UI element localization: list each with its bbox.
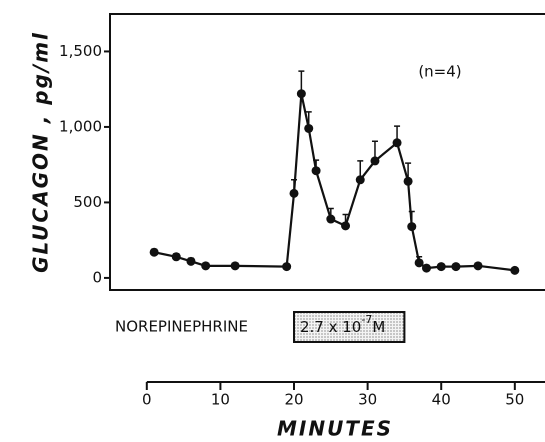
dose: 2.7 x 10 — [300, 318, 361, 336]
unit: M — [372, 318, 385, 336]
x-tick-label: 50 — [505, 391, 524, 409]
y-tick-label: 0 — [92, 268, 102, 286]
data-point — [403, 176, 413, 186]
infusion-box — [293, 311, 406, 343]
x-tick-label: 40 — [432, 391, 451, 409]
data-point — [149, 247, 159, 257]
data-point — [392, 138, 402, 148]
data-point — [436, 262, 446, 272]
data-point — [201, 261, 211, 271]
data-point — [230, 261, 240, 271]
infusion-dose: 2.7 x 10-7M — [300, 313, 385, 336]
data-point — [370, 156, 380, 166]
data-point — [171, 252, 181, 262]
x-axis-label: MINUTES — [277, 417, 393, 441]
data-point — [451, 262, 461, 272]
data-line — [153, 93, 515, 272]
y-tick-label: 500 — [73, 193, 102, 211]
data-point — [289, 188, 299, 198]
data-point — [282, 262, 292, 272]
data-point — [304, 123, 314, 133]
data-point — [326, 214, 336, 224]
annotation: (n=4) — [418, 63, 461, 81]
data-point — [341, 221, 351, 231]
data-point — [407, 222, 417, 232]
data-point — [510, 265, 520, 275]
infusion-label: NOREPINEPHRINE — [115, 318, 248, 336]
x-tick-label: 10 — [211, 391, 230, 409]
exponent: -7 — [361, 313, 372, 326]
data-point — [414, 258, 424, 268]
y-axis-label: GLUCAGON , pg/ml — [29, 31, 53, 273]
x-tick-label: 30 — [358, 391, 377, 409]
y-tick-label: 1,500 — [59, 42, 102, 60]
data-point — [421, 263, 431, 273]
y-tick-label: 1,000 — [59, 117, 102, 135]
data-point — [311, 166, 321, 176]
x-tick-label: 0 — [142, 391, 152, 409]
data-point — [355, 175, 365, 185]
data-point — [186, 256, 196, 266]
data-point — [473, 261, 483, 271]
plot-frame — [109, 13, 545, 291]
x-tick-label: 20 — [284, 391, 303, 409]
data-point — [296, 89, 306, 99]
